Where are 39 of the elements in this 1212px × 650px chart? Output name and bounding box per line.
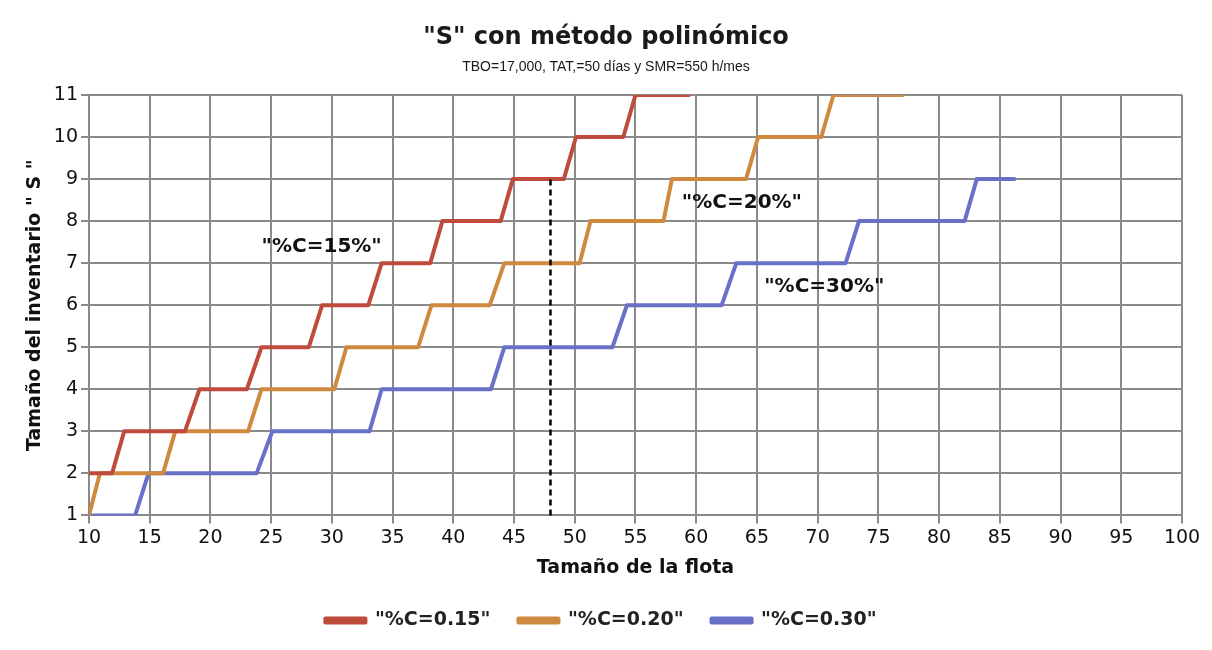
y-tick-label: 8	[65, 208, 78, 231]
x-tick-label: 90	[1048, 524, 1073, 547]
x-axis-title: Tamaño de la flota	[536, 554, 735, 577]
x-tick-label: 15	[137, 524, 162, 547]
x-tick-label: 75	[866, 524, 891, 547]
legend-label: "%C=0.20"	[567, 607, 684, 630]
x-tick-label: 55	[623, 524, 648, 547]
y-tick-label: 3	[65, 418, 78, 441]
legend-label: "%C=0.15"	[374, 607, 491, 630]
legend-label: "%C=0.30"	[761, 607, 877, 630]
x-tick-label: 70	[805, 524, 830, 547]
y-tick-label: 7	[65, 250, 78, 273]
x-tick-label: 100	[1163, 524, 1201, 547]
x-tick-label: 20	[198, 524, 223, 547]
annotation: "%C=30%"	[764, 273, 885, 298]
y-tick-label: 2	[65, 460, 78, 483]
x-tick-label: 95	[1109, 524, 1134, 547]
y-tick-label: 9	[65, 166, 78, 189]
x-tick-label: 85	[987, 524, 1012, 547]
y-tick-label: 1	[65, 502, 78, 525]
x-tick-label: 40	[441, 524, 466, 547]
chart-subtitle: TBO=17,000, TAT,=50 días y SMR=550 h/mes	[461, 58, 751, 74]
y-tick-label: 5	[65, 334, 78, 357]
x-tick-label: 50	[562, 524, 587, 547]
y-tick-label: 4	[65, 376, 78, 399]
annotation: "%C=20%"	[681, 189, 803, 214]
chart-title: "S" con método polinómico	[422, 22, 790, 50]
x-tick-label: 80	[927, 524, 952, 547]
x-tick-label: 65	[744, 524, 770, 547]
x-tick-label: 30	[319, 524, 344, 547]
x-tick-label: 45	[501, 524, 527, 547]
y-tick-label: 10	[53, 123, 78, 146]
x-tick-label: 60	[684, 524, 709, 547]
x-tick-label: 25	[259, 524, 284, 547]
y-axis-title: Tamaño del inventario " S "	[22, 159, 45, 452]
annotation: "%C=15%"	[261, 233, 382, 258]
y-tick-label: 11	[53, 81, 78, 104]
y-tick-label: 6	[65, 292, 78, 315]
x-tick-label: 35	[380, 524, 405, 547]
